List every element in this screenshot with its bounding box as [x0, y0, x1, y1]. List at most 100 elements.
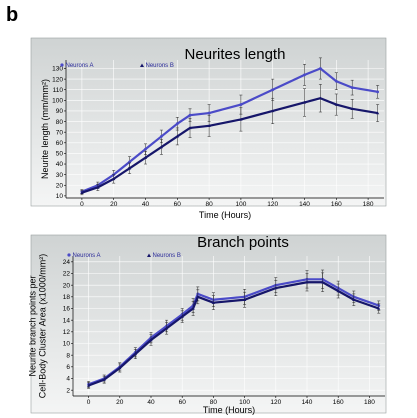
chart1-x-tick-label: 20: [110, 201, 118, 208]
chart1-y-tick-label: 120: [52, 76, 63, 83]
chart2-y-tick-label: 22: [63, 271, 71, 278]
chart1-data-point: [188, 113, 192, 117]
chart1-data-point: [159, 145, 163, 149]
chart2-data-point: [191, 306, 195, 310]
chart2-data-point: [102, 378, 106, 381]
chart2-y-axis-label: Neurite branch points perCell-Body Clust…: [28, 254, 48, 399]
chart1-legend-marker: [140, 63, 144, 67]
chart1-data-point: [80, 191, 84, 194]
chart2-x-tick-label: 80: [210, 399, 218, 406]
chart1-title: Neurites length: [185, 46, 286, 63]
chart1-data-point: [112, 177, 116, 181]
chart1-x-tick-label: 0: [80, 201, 84, 208]
chart2-legend-marker: [147, 253, 151, 257]
chart1-x-tick-label: 100: [235, 201, 246, 208]
chart1-data-point: [175, 122, 179, 126]
chart1-data-point: [303, 73, 306, 77]
chart1-frame: [30, 37, 387, 207]
chart1-y-tick-label: 30: [56, 172, 64, 179]
chart1-data-point: [334, 79, 338, 83]
chart2-data-point: [87, 383, 91, 387]
chart1-data-point: [175, 134, 179, 138]
chart1-data-point: [318, 96, 322, 100]
chart2-data-point: [352, 298, 356, 301]
chart1-data-point: [239, 117, 243, 121]
chart2-data-point: [180, 315, 184, 318]
chart1-y-tick-label: 60: [56, 140, 64, 147]
chart1-y-tick-label: 100: [52, 98, 63, 105]
chart2-y-tick-label: 20: [63, 282, 71, 289]
chart1-data-point: [350, 107, 354, 111]
chart1-data-point: [128, 160, 132, 164]
chart2-y-tick-label: 2: [66, 387, 70, 394]
chart1-data-point: [143, 156, 148, 159]
chart1-x-tick-label: 60: [174, 201, 182, 208]
chart2-y-tick-label: 12: [63, 329, 71, 336]
chart2-y-tick-label: 10: [63, 341, 71, 348]
chart1-y-tick-label: 50: [56, 151, 64, 158]
chart1-y-tick-label: 90: [56, 108, 64, 115]
panel-label: b: [6, 4, 19, 26]
chart2-y-tick-label: 8: [66, 352, 70, 359]
chart2-x-tick-label: 0: [87, 399, 91, 406]
chart2-legend-entry: Neurons A: [73, 253, 101, 259]
chart2-x-tick-label: 140: [302, 399, 313, 406]
chart2-x-tick-label: 180: [364, 399, 375, 406]
chart2-x-tick-label: 20: [116, 399, 124, 406]
chart1-series-a: [80, 57, 380, 195]
chart2-y-tick-label: 6: [66, 364, 70, 371]
chart2-y-tick-label: 24: [63, 259, 71, 266]
chart2-data-point: [133, 352, 137, 356]
chart1-data-point: [319, 67, 322, 70]
chart1-legend-entry: Neurons A: [66, 63, 94, 69]
chart1-data-point: [207, 124, 211, 128]
chart1-legend-entry: Neurons B: [146, 63, 174, 69]
chart1-y-tick-label: 110: [53, 87, 64, 94]
chart2-data-point: [165, 326, 169, 330]
chart2-data-point: [321, 280, 325, 284]
chart1-y-tick-label: 70: [56, 129, 64, 136]
chart2-series-b: [87, 272, 381, 389]
chart1-y-tick-label: 80: [56, 119, 64, 126]
chart2-x-tick-label: 60: [179, 399, 187, 406]
chart2-data-point: [149, 338, 153, 342]
chart1-x-tick-label: 160: [331, 201, 342, 208]
chart2-data-point: [336, 289, 340, 293]
chart1-data-point: [334, 102, 338, 106]
chart1-y-tick-label: 10: [56, 193, 64, 200]
chart2-x-tick-label: 100: [239, 399, 250, 406]
chart1-x-tick-label: 180: [363, 201, 374, 208]
chart2-y-tick-label: 18: [63, 294, 71, 301]
chart1-x-tick-label: 80: [205, 201, 213, 208]
chart1-series-line: [81, 67, 378, 193]
chart2-y-tick-label: 16: [63, 306, 71, 313]
chart2-data-point: [243, 298, 247, 301]
chart1-data-point: [271, 109, 275, 113]
chart1-y-tick-label: 40: [56, 161, 64, 168]
chart2-data-point: [274, 286, 278, 290]
chart2-title: Branch points: [197, 234, 289, 251]
chart2-legend-entry: Neurons B: [153, 253, 181, 259]
chart1-y-tick-label: 20: [56, 182, 64, 189]
chart2-data-point: [211, 301, 215, 304]
chart1-data-point: [376, 111, 380, 115]
chart1-x-axis-label: Time (Hours): [199, 210, 251, 220]
chart1-data-point: [376, 90, 380, 94]
chart1-y-tick-label: 130: [52, 66, 63, 73]
chart1-series-b: [80, 84, 380, 196]
chart1-data-point: [239, 103, 243, 106]
chart2-x-axis-label: Time (Hours): [203, 405, 255, 415]
chart1-data-point: [160, 135, 163, 138]
chart1-data-point: [207, 111, 211, 115]
chart1-legend-marker: [60, 63, 64, 67]
chart1-y-axis-label: Neurite length (mm/mm²): [40, 79, 50, 179]
chart2-data-point: [196, 295, 200, 299]
chart2-data-point: [118, 366, 122, 370]
chart1-data-point: [96, 185, 100, 189]
chart2-x-tick-label: 40: [147, 399, 155, 406]
chart1-x-tick-label: 140: [299, 201, 310, 208]
chart2-y-tick-label: 14: [63, 317, 71, 324]
chart2-y-tick-label: 4: [66, 376, 70, 383]
chart1-series-line: [81, 97, 378, 194]
